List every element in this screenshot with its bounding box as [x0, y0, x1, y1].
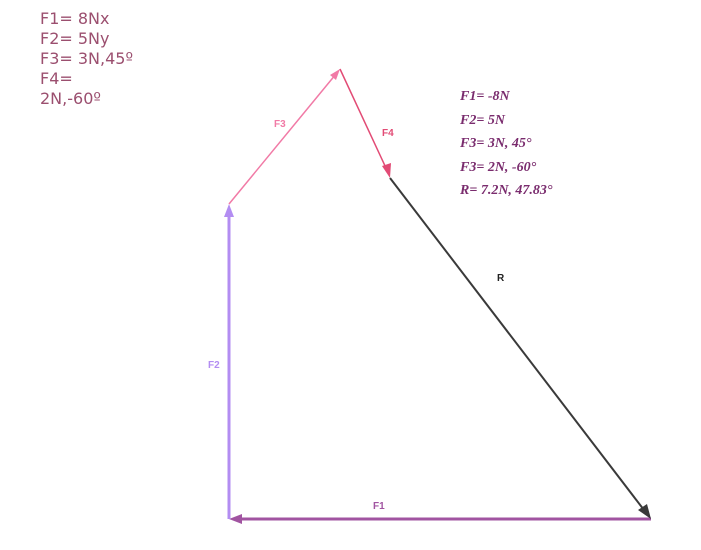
given-f1: F1= 8Nx	[40, 9, 110, 28]
f2-arrowhead	[224, 204, 234, 217]
label-f2: F2	[208, 360, 220, 371]
summary-f1: F1= -8N	[460, 89, 510, 104]
label-f3: F3	[274, 119, 286, 130]
given-f4-name: F4=	[40, 69, 73, 88]
given-f3: F3= 3N,45º	[40, 49, 134, 68]
label-resultant: R	[497, 273, 505, 284]
f3-arrowhead	[330, 69, 340, 80]
summary-resultant: R= 7.2N, 47.83°	[460, 183, 553, 198]
given-f4-value: 2N,-60º	[40, 89, 101, 108]
given-f2: F2= 5Ny	[40, 29, 110, 48]
vector-f1	[229, 514, 651, 524]
f1-arrowhead	[229, 514, 242, 524]
vector-resultant	[389, 177, 651, 519]
label-f1: F1	[373, 501, 385, 512]
result-summary: F1= -8N F2= 5N F3= 3N, 45° F3= 2N, -60° …	[460, 85, 553, 203]
summary-f4: F3= 2N, -60°	[460, 159, 537, 175]
vector-f3	[228, 69, 340, 205]
summary-f3: F3= 3N, 45°	[460, 136, 532, 151]
summary-f2: F2= 5N	[460, 112, 505, 128]
given-forces-text: F1= 8Nx F2= 5Ny F3= 3N,45º F4= 2N,-60º	[40, 9, 133, 109]
vector-f4	[339, 68, 391, 178]
r-arrowhead	[638, 504, 651, 519]
f4-arrowhead	[382, 163, 391, 178]
label-f4: F4	[382, 128, 394, 139]
vector-f2	[224, 204, 234, 519]
